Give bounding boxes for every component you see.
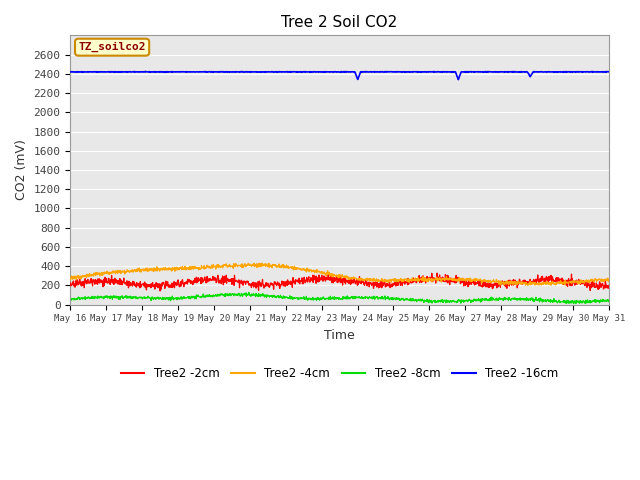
Legend: Tree2 -2cm, Tree2 -4cm, Tree2 -8cm, Tree2 -16cm: Tree2 -2cm, Tree2 -4cm, Tree2 -8cm, Tree… <box>116 362 563 385</box>
X-axis label: Time: Time <box>324 329 355 342</box>
Y-axis label: CO2 (mV): CO2 (mV) <box>15 140 28 201</box>
Text: TZ_soilco2: TZ_soilco2 <box>78 42 146 52</box>
Title: Tree 2 Soil CO2: Tree 2 Soil CO2 <box>282 15 397 30</box>
